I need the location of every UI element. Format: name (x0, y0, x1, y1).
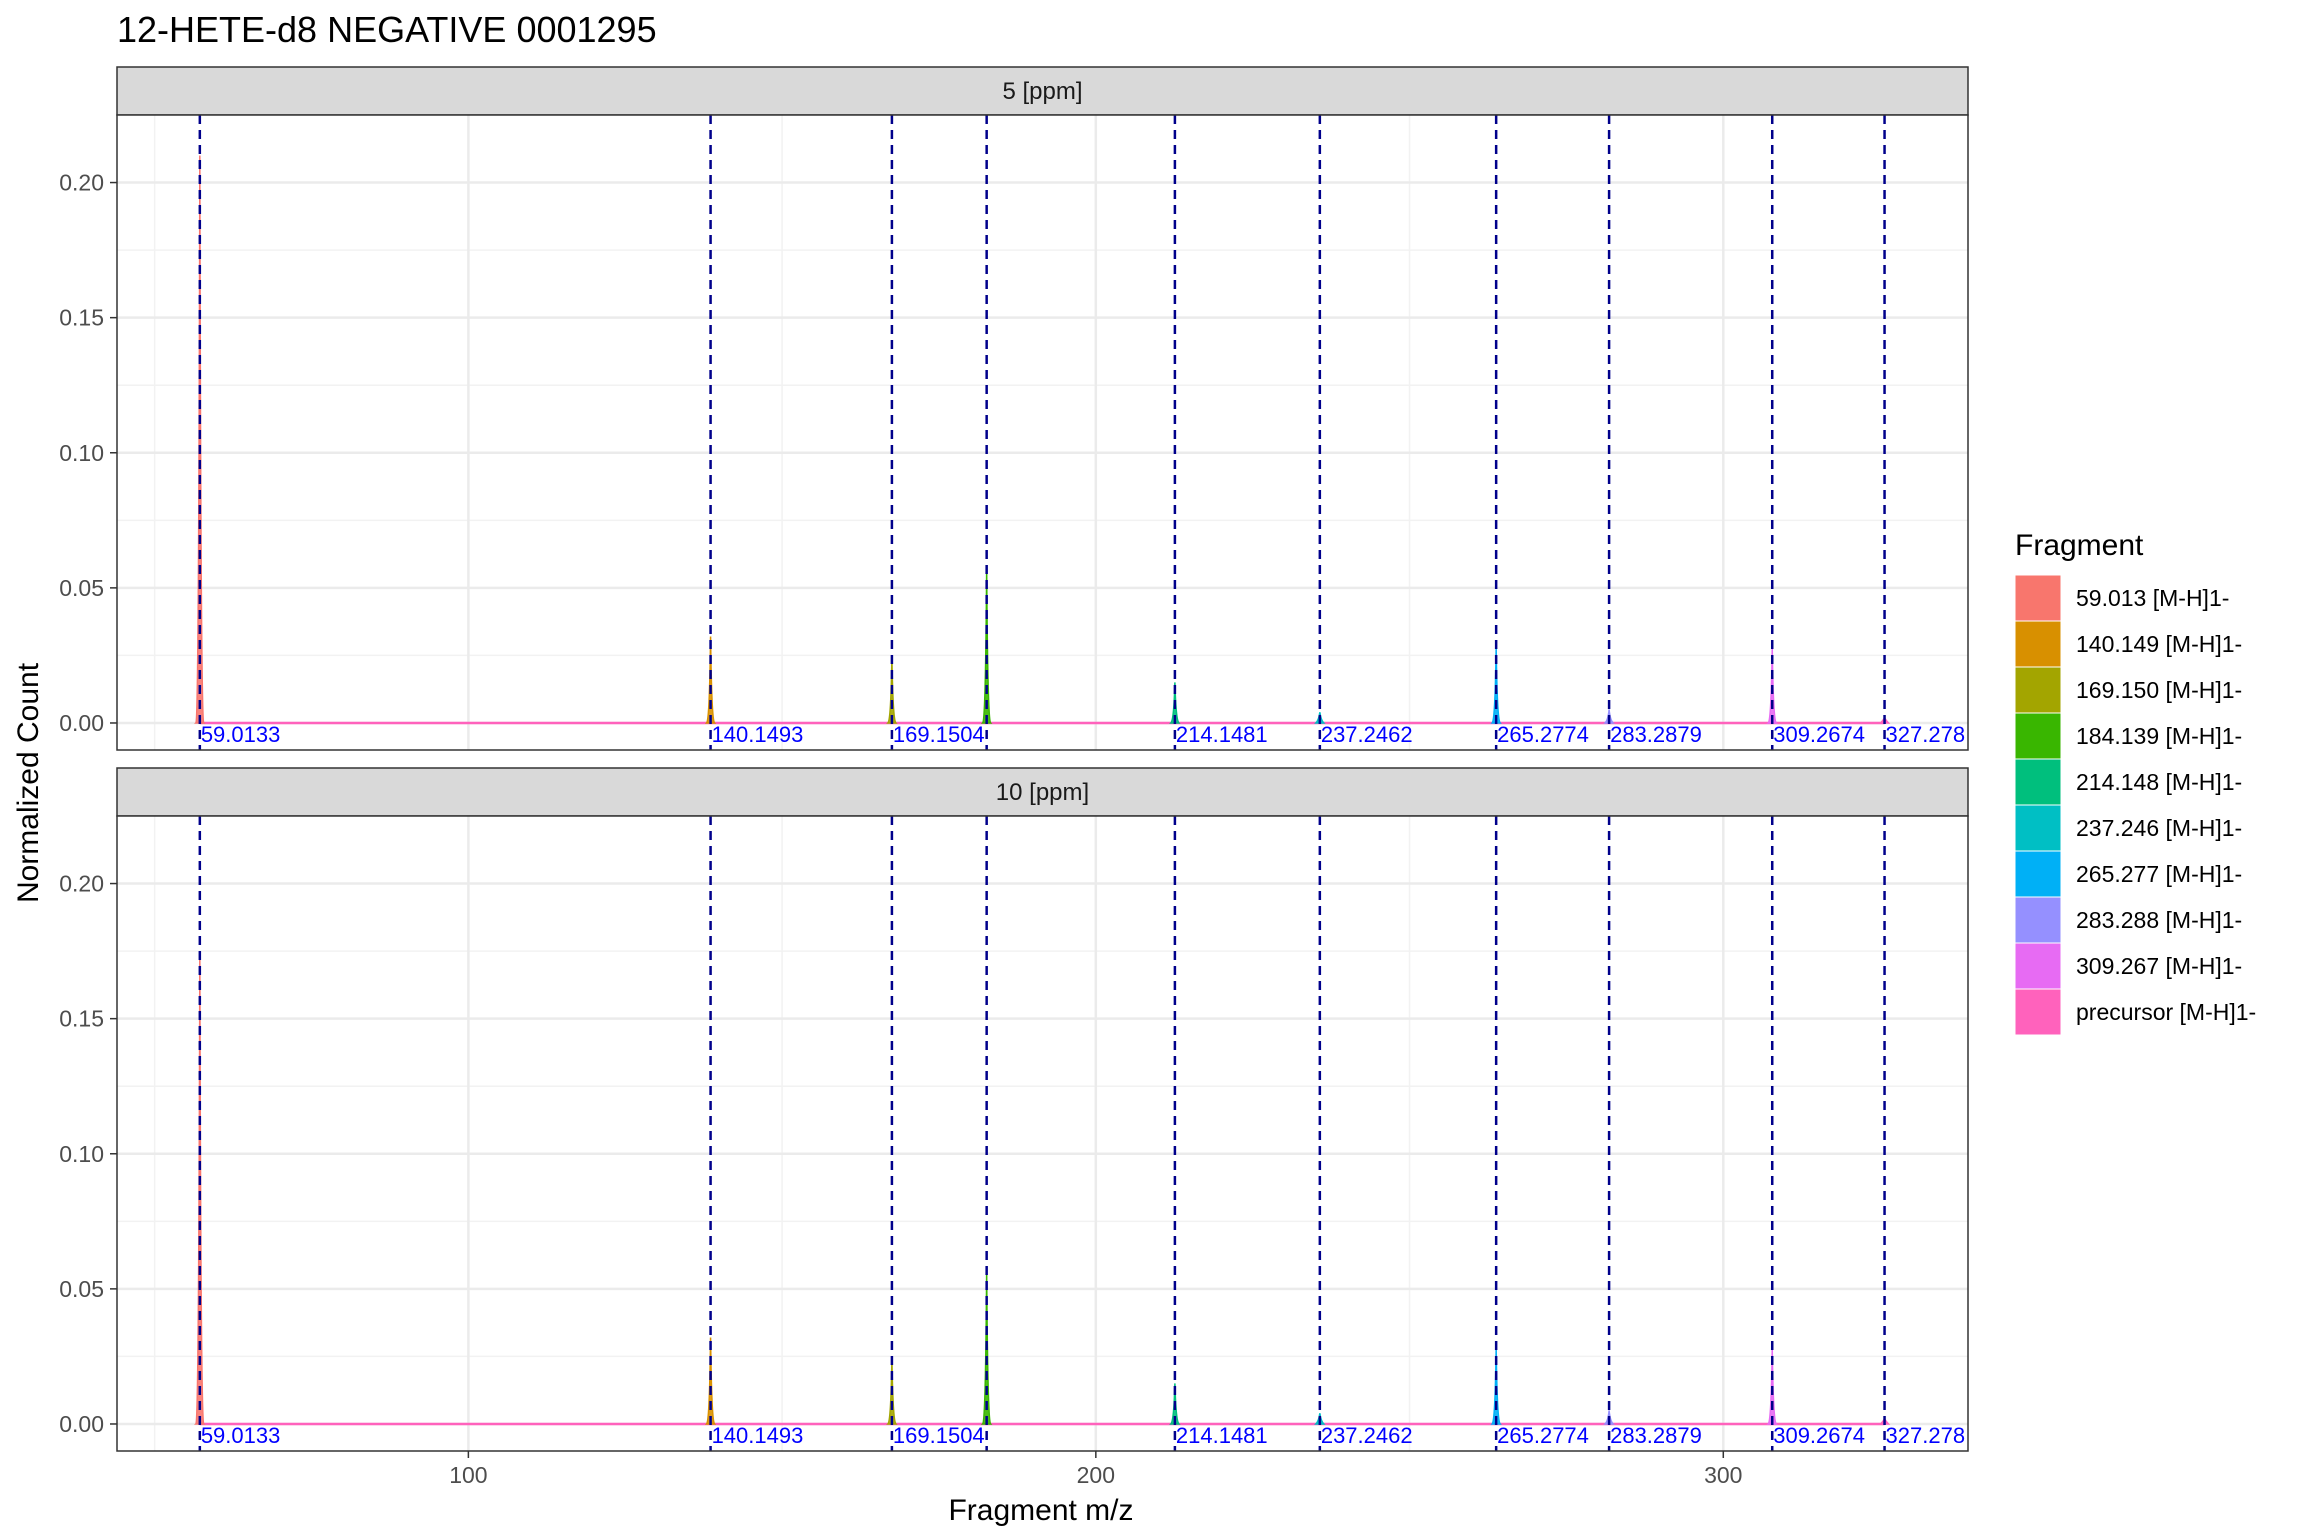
legend-label: 59.013 [M-H]1- (2076, 585, 2229, 611)
y-axis-title: Normalized Count (12, 662, 45, 903)
panel-strip-label: 10 [ppm] (996, 779, 1089, 806)
reference-label: 169.1504 (893, 1423, 985, 1448)
panel-strip (116, 767, 1969, 817)
panel-strip (116, 66, 1969, 116)
reference-label: 309.2674 (1773, 1423, 1865, 1448)
legend-label: 169.150 [M-H]1- (2076, 677, 2242, 703)
peak-2 (704, 636, 717, 724)
panel-strip-label: 5 [ppm] (1002, 78, 1082, 105)
reference-label: 265.2774 (1497, 1423, 1589, 1448)
legend-key (2014, 896, 2062, 944)
reference-label: 283.2879 (1610, 1423, 1702, 1448)
legend-key (2014, 712, 2062, 760)
legend-label: 214.148 [M-H]1- (2076, 769, 2242, 795)
panel-1: 5 [ppm] 59.0133 140.1493 169.1504 214.1481 23… (59, 66, 1969, 751)
y-tick-label: 0.15 (59, 305, 104, 331)
peak-2 (704, 1337, 717, 1425)
y-tick-label: 0.00 (59, 1411, 104, 1437)
reference-label: 169.1504 (893, 722, 985, 747)
legend-title: Fragment (2015, 529, 2144, 562)
reference-label: 59.0133 (201, 1423, 281, 1448)
reference-label: 327.278 (1886, 722, 1966, 747)
legend-key (2014, 850, 2062, 898)
panel-border (116, 815, 1969, 1452)
x-axis: 100 200 300 (449, 1451, 1742, 1488)
legend-label: 309.267 [M-H]1- (2076, 953, 2242, 979)
legend-key (2014, 574, 2062, 622)
legend-label: 265.277 [M-H]1- (2076, 861, 2242, 887)
y-tick-label: 0.20 (59, 170, 104, 196)
panel-2: 10 [ppm] 59.0133 140.1493 169.1504 214.1481 2… (59, 767, 1969, 1452)
chart-title: 12-HETE-d8 NEGATIVE 0001295 (117, 9, 657, 50)
x-tick-label: 300 (1704, 1462, 1742, 1488)
y-tick-label: 0.05 (59, 1276, 104, 1302)
peak-1 (194, 155, 206, 724)
legend-key (2014, 758, 2062, 806)
y-tick-label: 0.20 (59, 871, 104, 897)
legend-label: 237.246 [M-H]1- (2076, 815, 2242, 841)
x-axis-title: Fragment m/z (948, 1494, 1133, 1527)
y-tick-label: 0.00 (59, 710, 104, 736)
panels: 5 [ppm] 59.0133 140.1493 169.1504 214.1481 23… (59, 66, 1969, 1452)
legend-key (2014, 988, 2062, 1036)
plot-background (117, 115, 1968, 750)
legend-label: 283.288 [M-H]1- (2076, 907, 2242, 933)
y-tick-label: 0.10 (59, 1141, 104, 1167)
legend-label: 140.149 [M-H]1- (2076, 631, 2242, 657)
legend-key (2014, 666, 2062, 714)
reference-label: 237.2462 (1321, 1423, 1413, 1448)
panel-border (116, 114, 1969, 751)
y-tick-label: 0.10 (59, 440, 104, 466)
y-tick-label: 0.05 (59, 575, 104, 601)
legend-key (2014, 804, 2062, 852)
legend-label: precursor [M-H]1- (2076, 999, 2256, 1025)
y-tick-label: 0.15 (59, 1006, 104, 1032)
reference-label: 214.1481 (1176, 1423, 1268, 1448)
reference-label: 265.2774 (1497, 722, 1589, 747)
reference-label: 59.0133 (201, 722, 281, 747)
reference-label: 309.2674 (1773, 722, 1865, 747)
legend: Fragment 59.013 [M-H]1- 140.149 [M-H]1- 16… (2014, 529, 2256, 1036)
reference-label: 140.1493 (712, 722, 804, 747)
reference-label: 140.1493 (712, 1423, 804, 1448)
x-tick-label: 100 (449, 1462, 487, 1488)
legend-key (2014, 942, 2062, 990)
legend-key (2014, 620, 2062, 668)
plot-background (117, 816, 1968, 1451)
reference-label: 327.278 (1886, 1423, 1966, 1448)
reference-label: 214.1481 (1176, 722, 1268, 747)
reference-label: 237.2462 (1321, 722, 1413, 747)
legend-label: 184.139 [M-H]1- (2076, 723, 2242, 749)
x-tick-label: 200 (1077, 1462, 1115, 1488)
reference-label: 283.2879 (1610, 722, 1702, 747)
